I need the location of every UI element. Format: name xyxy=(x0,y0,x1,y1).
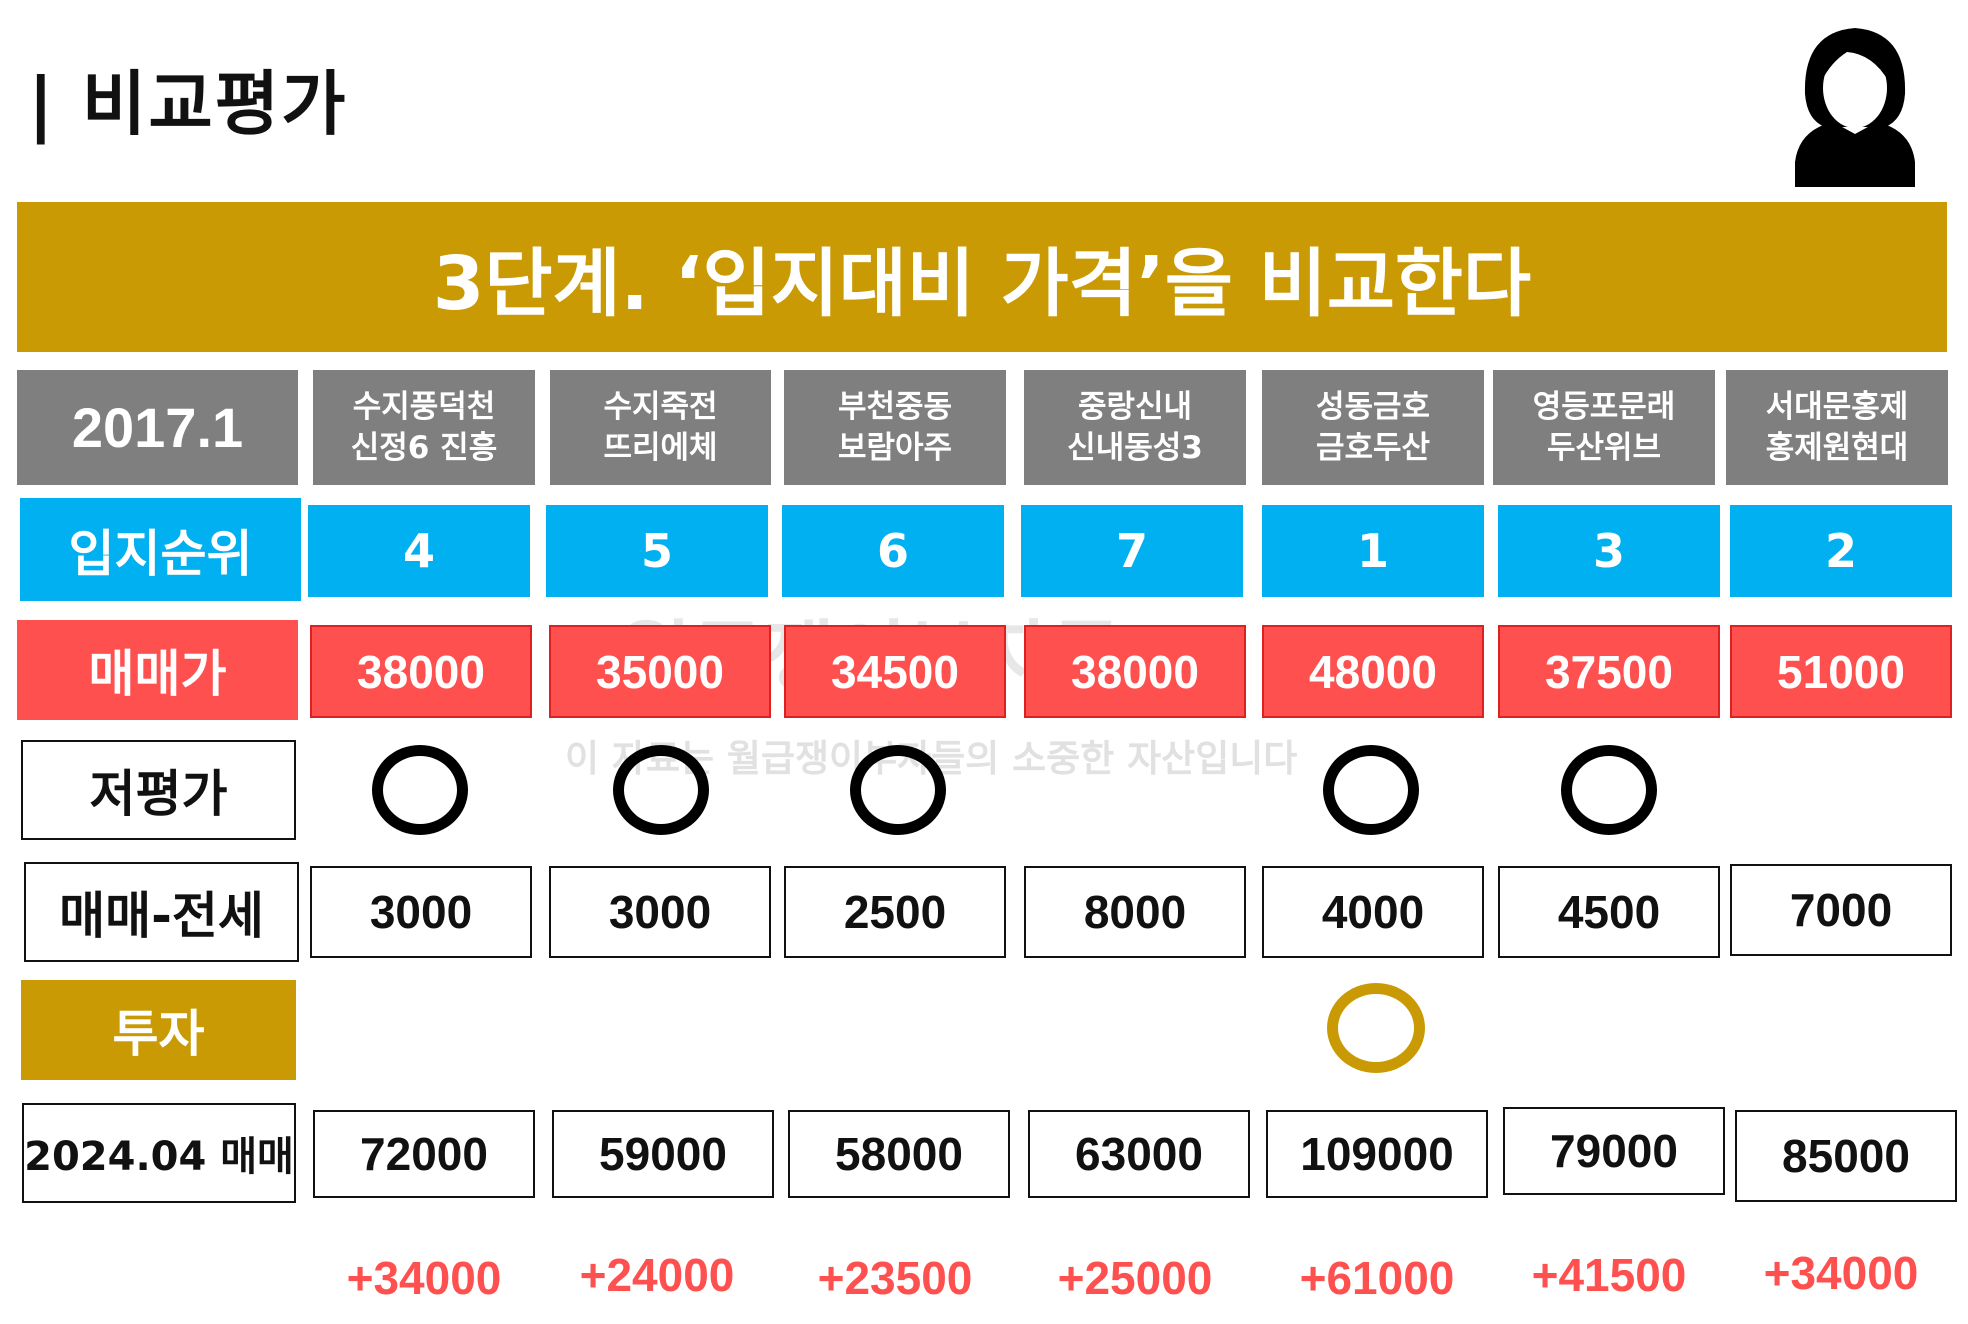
rank-cell: 5 xyxy=(546,505,768,597)
diff-value: +34000 xyxy=(346,1252,502,1304)
step-banner: 3단계. ‘입지대비 가격’을 비교한다 xyxy=(17,202,1947,352)
row-label-invest: 투자 xyxy=(21,980,296,1080)
column-header: 수지죽전 뜨리에체 xyxy=(550,370,771,485)
gap-cell: 3000 xyxy=(310,866,532,958)
rank-cell: 7 xyxy=(1021,505,1243,597)
price-cell: 37500 xyxy=(1498,625,1720,718)
banner-text: 3단계. ‘입지대비 가격’을 비교한다 xyxy=(432,240,1532,327)
gap-cell: 3000 xyxy=(549,866,771,958)
column-header: 중랑신내 신내동성3 xyxy=(1024,370,1246,485)
diff-value: +41500 xyxy=(1531,1249,1687,1301)
rank-cell: 6 xyxy=(782,505,1004,597)
page-title: | 비교평가 xyxy=(28,63,348,145)
undervalued-mark-icon xyxy=(1323,745,1419,835)
row-label-rank: 입지순위 xyxy=(20,498,301,601)
gap-cell: 4500 xyxy=(1498,866,1720,958)
price-2024-cell: 79000 xyxy=(1503,1107,1725,1195)
diff-value: +61000 xyxy=(1299,1252,1455,1304)
diff-value: +23500 xyxy=(817,1252,973,1304)
undervalued-mark-icon xyxy=(613,745,709,835)
row-label-undervalued: 저평가 xyxy=(21,740,296,840)
price-cell: 35000 xyxy=(549,625,771,718)
price-2024-cell: 58000 xyxy=(788,1110,1010,1198)
price-cell: 38000 xyxy=(1024,625,1246,718)
price-cell: 48000 xyxy=(1262,625,1484,718)
price-2024-cell: 63000 xyxy=(1028,1110,1250,1198)
diff-value: +24000 xyxy=(579,1249,735,1301)
price-2024-cell: 59000 xyxy=(552,1110,774,1198)
diff-value: +25000 xyxy=(1057,1252,1213,1304)
gap-cell: 8000 xyxy=(1024,866,1246,958)
price-2024-cell: 109000 xyxy=(1266,1110,1488,1198)
price-2024-cell: 85000 xyxy=(1735,1110,1957,1202)
row-label-price: 매매가 xyxy=(17,620,298,720)
gap-cell: 4000 xyxy=(1262,866,1484,958)
diff-value: +34000 xyxy=(1763,1247,1919,1299)
column-header: 영등포문래 두산위브 xyxy=(1493,370,1715,485)
rank-cell: 3 xyxy=(1498,505,1720,597)
column-header: 수지풍덕천 신정6 진흥 xyxy=(313,370,535,485)
price-cell: 34500 xyxy=(784,625,1006,718)
rank-cell: 1 xyxy=(1262,505,1484,597)
rank-cell: 4 xyxy=(308,505,530,597)
rank-cell: 2 xyxy=(1730,505,1952,597)
gap-cell: 7000 xyxy=(1730,864,1952,956)
user-avatar-icon xyxy=(1785,22,1925,187)
undervalued-mark-icon xyxy=(850,745,946,835)
column-header: 성동금호 금호두산 xyxy=(1262,370,1484,485)
price-cell: 38000 xyxy=(310,625,532,718)
invest-mark-icon xyxy=(1327,983,1425,1073)
gap-cell: 2500 xyxy=(784,866,1006,958)
undervalued-mark-icon xyxy=(372,745,468,835)
column-header: 부천중동 보람아주 xyxy=(784,370,1006,485)
row-label-date: 2017.1 xyxy=(17,370,298,485)
column-header: 서대문홍제 홍제원현대 xyxy=(1726,370,1948,485)
price-cell: 51000 xyxy=(1730,625,1952,718)
row-label-gap: 매매-전세 xyxy=(24,862,299,962)
undervalued-mark-icon xyxy=(1561,745,1657,835)
price-2024-cell: 72000 xyxy=(313,1110,535,1198)
row-label-price-2024: 2024.04 매매 xyxy=(22,1103,296,1203)
